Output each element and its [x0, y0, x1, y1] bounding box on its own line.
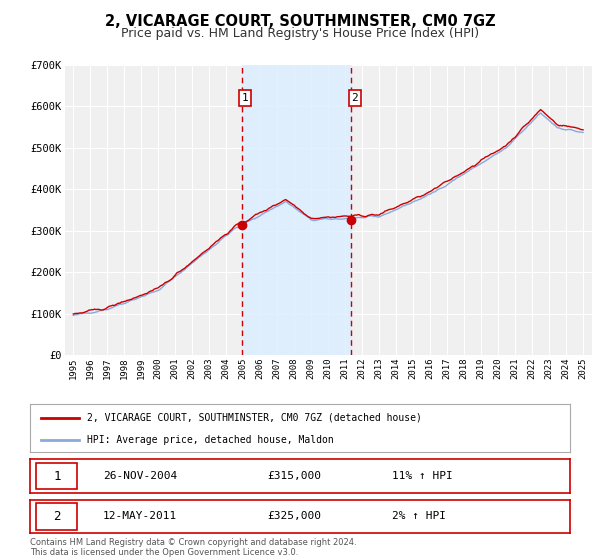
Text: Contains HM Land Registry data © Crown copyright and database right 2024.: Contains HM Land Registry data © Crown c…: [30, 538, 356, 547]
Text: HPI: Average price, detached house, Maldon: HPI: Average price, detached house, Mald…: [86, 435, 334, 445]
Text: £315,000: £315,000: [268, 471, 322, 481]
Bar: [37, 463, 77, 489]
Text: Price paid vs. HM Land Registry's House Price Index (HPI): Price paid vs. HM Land Registry's House …: [121, 27, 479, 40]
Text: This data is licensed under the Open Government Licence v3.0.: This data is licensed under the Open Gov…: [30, 548, 298, 557]
Text: 2% ↑ HPI: 2% ↑ HPI: [392, 511, 446, 521]
Text: 1: 1: [242, 93, 248, 103]
Bar: [37, 503, 77, 530]
Text: 1: 1: [53, 469, 61, 483]
Bar: [242, 65, 352, 355]
Text: 2: 2: [53, 510, 61, 523]
Text: 26-NOV-2004: 26-NOV-2004: [103, 471, 177, 481]
Text: 2, VICARAGE COURT, SOUTHMINSTER, CM0 7GZ: 2, VICARAGE COURT, SOUTHMINSTER, CM0 7GZ: [104, 14, 496, 29]
Text: £325,000: £325,000: [268, 511, 322, 521]
Text: 2: 2: [352, 93, 358, 103]
Text: 2, VICARAGE COURT, SOUTHMINSTER, CM0 7GZ (detached house): 2, VICARAGE COURT, SOUTHMINSTER, CM0 7GZ…: [86, 413, 422, 423]
Text: 11% ↑ HPI: 11% ↑ HPI: [392, 471, 452, 481]
Text: 12-MAY-2011: 12-MAY-2011: [103, 511, 177, 521]
